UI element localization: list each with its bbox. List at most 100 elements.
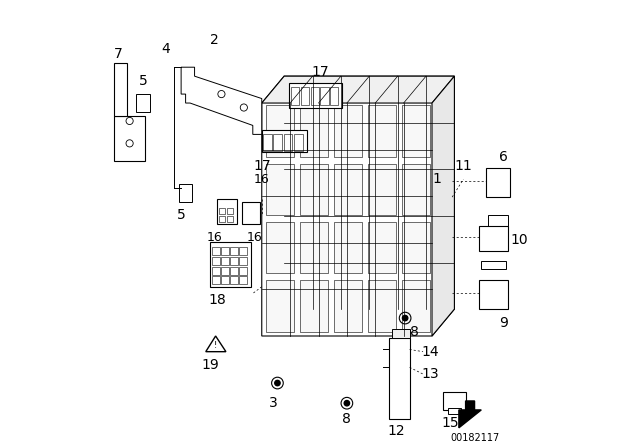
- Bar: [389, 338, 410, 419]
- Bar: [239, 247, 246, 255]
- Bar: [334, 222, 362, 273]
- Bar: [403, 164, 430, 215]
- Bar: [273, 134, 282, 151]
- Text: 16: 16: [207, 231, 223, 244]
- Bar: [369, 280, 396, 332]
- Bar: [488, 215, 508, 226]
- Text: 4: 4: [161, 42, 170, 56]
- Bar: [291, 87, 299, 105]
- Polygon shape: [206, 336, 226, 352]
- Bar: [220, 208, 225, 214]
- Bar: [221, 276, 228, 284]
- Text: 7: 7: [114, 47, 123, 61]
- Bar: [114, 63, 127, 116]
- Bar: [242, 202, 260, 224]
- Bar: [239, 267, 246, 275]
- Bar: [210, 242, 251, 287]
- Bar: [310, 87, 319, 105]
- Text: 8: 8: [342, 412, 351, 426]
- Bar: [369, 164, 396, 215]
- Bar: [479, 280, 508, 309]
- Text: 17: 17: [311, 65, 329, 79]
- Bar: [481, 261, 506, 269]
- Text: !: !: [214, 341, 217, 350]
- Bar: [300, 280, 328, 332]
- Bar: [212, 276, 220, 284]
- Bar: [443, 392, 466, 410]
- Bar: [230, 247, 237, 255]
- Bar: [479, 226, 508, 251]
- Bar: [230, 276, 237, 284]
- Bar: [334, 105, 362, 157]
- Polygon shape: [181, 67, 262, 134]
- Text: 19: 19: [202, 358, 219, 372]
- Bar: [300, 164, 328, 215]
- Bar: [284, 134, 292, 151]
- Text: 15: 15: [441, 416, 459, 431]
- Bar: [221, 247, 228, 255]
- Bar: [266, 164, 294, 215]
- Text: 18: 18: [208, 293, 226, 307]
- Bar: [403, 280, 430, 332]
- Text: 5: 5: [177, 208, 186, 222]
- Bar: [212, 267, 220, 275]
- Circle shape: [344, 401, 349, 406]
- Text: 6: 6: [499, 150, 508, 164]
- Text: 9: 9: [499, 315, 508, 330]
- Text: 3: 3: [269, 396, 277, 410]
- Polygon shape: [459, 401, 481, 428]
- Bar: [403, 105, 430, 157]
- Bar: [227, 216, 233, 222]
- Bar: [321, 87, 328, 105]
- Bar: [136, 94, 150, 112]
- Text: 16: 16: [247, 231, 263, 244]
- Bar: [300, 105, 328, 157]
- Bar: [301, 87, 309, 105]
- Bar: [289, 83, 342, 108]
- Bar: [334, 280, 362, 332]
- Text: 16: 16: [254, 172, 269, 186]
- Text: 11: 11: [454, 159, 472, 173]
- Bar: [263, 134, 271, 151]
- Text: 14: 14: [421, 345, 438, 359]
- Text: 1: 1: [432, 172, 441, 186]
- Bar: [334, 164, 362, 215]
- Bar: [266, 280, 294, 332]
- Bar: [486, 168, 511, 197]
- Bar: [221, 257, 228, 265]
- Polygon shape: [262, 76, 454, 103]
- Text: 2: 2: [211, 33, 219, 47]
- Text: 10: 10: [511, 233, 528, 247]
- Bar: [266, 222, 294, 273]
- Bar: [369, 222, 396, 273]
- Text: 5: 5: [139, 73, 147, 88]
- Text: 00182117: 00182117: [450, 433, 499, 443]
- Bar: [300, 222, 328, 273]
- Bar: [217, 199, 237, 224]
- Bar: [330, 87, 339, 105]
- Bar: [230, 267, 237, 275]
- Bar: [448, 408, 461, 414]
- Bar: [212, 257, 220, 265]
- Bar: [221, 267, 228, 275]
- Bar: [220, 216, 225, 222]
- Text: 13: 13: [421, 367, 438, 381]
- Text: 17: 17: [253, 159, 271, 173]
- Bar: [266, 105, 294, 157]
- Bar: [239, 276, 246, 284]
- Text: 12: 12: [387, 424, 405, 438]
- Bar: [239, 257, 246, 265]
- Bar: [227, 208, 233, 214]
- Bar: [212, 247, 220, 255]
- Text: 8: 8: [410, 324, 419, 339]
- Bar: [179, 184, 192, 202]
- Bar: [262, 130, 307, 152]
- Bar: [114, 116, 145, 161]
- Bar: [230, 257, 237, 265]
- Polygon shape: [432, 76, 454, 336]
- Bar: [294, 134, 303, 151]
- Polygon shape: [262, 76, 454, 336]
- Circle shape: [275, 380, 280, 386]
- Bar: [369, 105, 396, 157]
- Bar: [392, 329, 410, 338]
